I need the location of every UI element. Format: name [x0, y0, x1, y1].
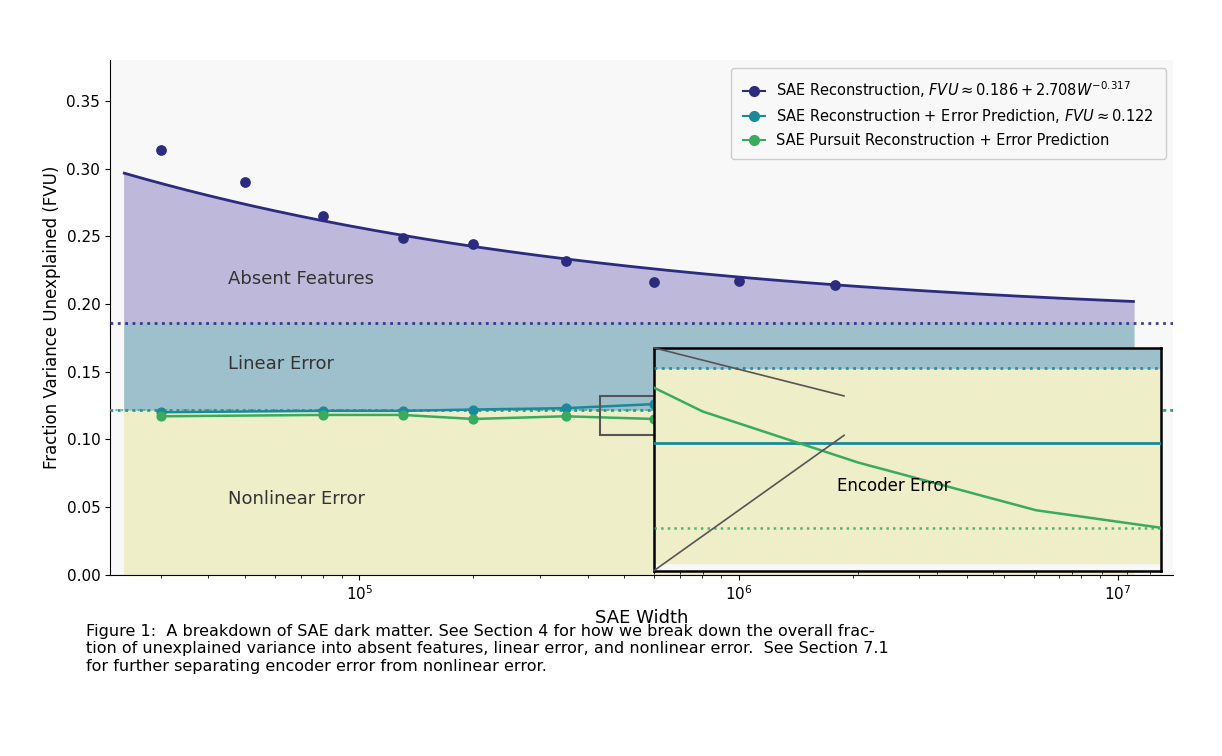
Point [236, 176, 255, 188]
Bar [600, 396, 844, 435]
Text: Encoder Error: Encoder Error [837, 477, 951, 495]
Point [392, 231, 412, 243]
Point [826, 411, 846, 423]
Point [313, 409, 332, 421]
Point [313, 404, 332, 417]
Text: Absent Features: Absent Features [227, 270, 374, 288]
Point [152, 411, 171, 423]
Point [728, 420, 748, 432]
Point [645, 413, 665, 425]
Point [392, 409, 412, 421]
Point [463, 404, 483, 416]
Point [152, 406, 171, 418]
Text: Nonlinear Error: Nonlinear Error [227, 490, 365, 508]
Point [556, 402, 576, 414]
Point [463, 413, 483, 425]
Point [645, 276, 665, 288]
Y-axis label: Fraction Variance Unexplained (FVU): Fraction Variance Unexplained (FVU) [43, 166, 61, 469]
Point [826, 423, 846, 435]
Point [152, 144, 171, 156]
Text: Figure 1:  A breakdown of SAE dark matter. See Section 4 for how we break down t: Figure 1: A breakdown of SAE dark matter… [86, 624, 888, 674]
Point [826, 279, 846, 291]
X-axis label: SAE Width: SAE Width [595, 609, 688, 627]
Point [728, 275, 748, 287]
Point [392, 404, 412, 417]
Point [645, 398, 665, 411]
Text: Linear Error: Linear Error [227, 355, 334, 373]
Point [313, 210, 332, 222]
Point [556, 255, 576, 267]
Point [556, 411, 576, 423]
Point [463, 238, 483, 250]
Point [728, 409, 748, 421]
Legend: SAE Reconstruction, $\it{FVU}$$\approx 0.186 + 2.708W^{-0.317}$, SAE Reconstruct: SAE Reconstruction, $\it{FVU}$$\approx 0… [731, 68, 1166, 160]
